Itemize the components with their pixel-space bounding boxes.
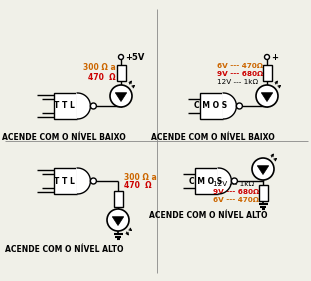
Text: T T L: T T L	[54, 101, 75, 110]
Text: 12V --- 1kΩ: 12V --- 1kΩ	[213, 181, 254, 187]
Text: ACENDE COM O NÍVEL BAIXO: ACENDE COM O NÍVEL BAIXO	[2, 133, 126, 142]
Polygon shape	[223, 93, 236, 119]
Circle shape	[236, 103, 242, 109]
Polygon shape	[218, 168, 231, 194]
Circle shape	[264, 55, 270, 60]
Circle shape	[256, 85, 278, 107]
Circle shape	[107, 209, 129, 231]
Text: T T L: T T L	[54, 176, 75, 185]
Bar	[262, 65, 272, 81]
Polygon shape	[77, 93, 91, 119]
Circle shape	[252, 158, 274, 180]
Text: 300 Ω a: 300 Ω a	[124, 173, 157, 182]
Text: 470  Ω: 470 Ω	[124, 180, 152, 189]
Bar	[54, 168, 77, 194]
Bar	[117, 65, 126, 81]
Bar	[200, 93, 223, 119]
Text: ACENDE COM O NÍVEL ALTO: ACENDE COM O NÍVEL ALTO	[149, 210, 267, 219]
Text: C M O S: C M O S	[194, 101, 227, 110]
Bar	[114, 191, 123, 207]
Bar	[258, 185, 267, 201]
Circle shape	[91, 178, 96, 184]
Circle shape	[231, 178, 237, 184]
Text: ACENDE COM O NÍVEL ALTO: ACENDE COM O NÍVEL ALTO	[5, 244, 123, 253]
Circle shape	[118, 55, 123, 60]
Polygon shape	[112, 217, 124, 225]
Polygon shape	[257, 166, 269, 175]
Polygon shape	[77, 168, 91, 194]
Text: ACENDE COM O NÍVEL BAIXO: ACENDE COM O NÍVEL BAIXO	[151, 133, 275, 142]
Text: 6V --- 470Ω: 6V --- 470Ω	[213, 197, 259, 203]
Text: +5V: +5V	[125, 53, 144, 62]
Text: +: +	[271, 53, 278, 62]
Text: 470  Ω: 470 Ω	[88, 72, 116, 81]
Text: C M O S: C M O S	[189, 176, 222, 185]
Bar	[54, 93, 77, 119]
Text: 300 Ω a: 300 Ω a	[83, 62, 116, 71]
Text: 12V --- 1kΩ: 12V --- 1kΩ	[217, 79, 258, 85]
Polygon shape	[261, 93, 273, 101]
Circle shape	[91, 103, 96, 109]
Circle shape	[110, 85, 132, 107]
Text: 9V --- 680Ω: 9V --- 680Ω	[213, 189, 259, 195]
Text: 9V --- 680Ω: 9V --- 680Ω	[217, 71, 263, 77]
Text: 6V --- 470Ω: 6V --- 470Ω	[217, 63, 263, 69]
Polygon shape	[115, 93, 127, 101]
Bar	[195, 168, 218, 194]
